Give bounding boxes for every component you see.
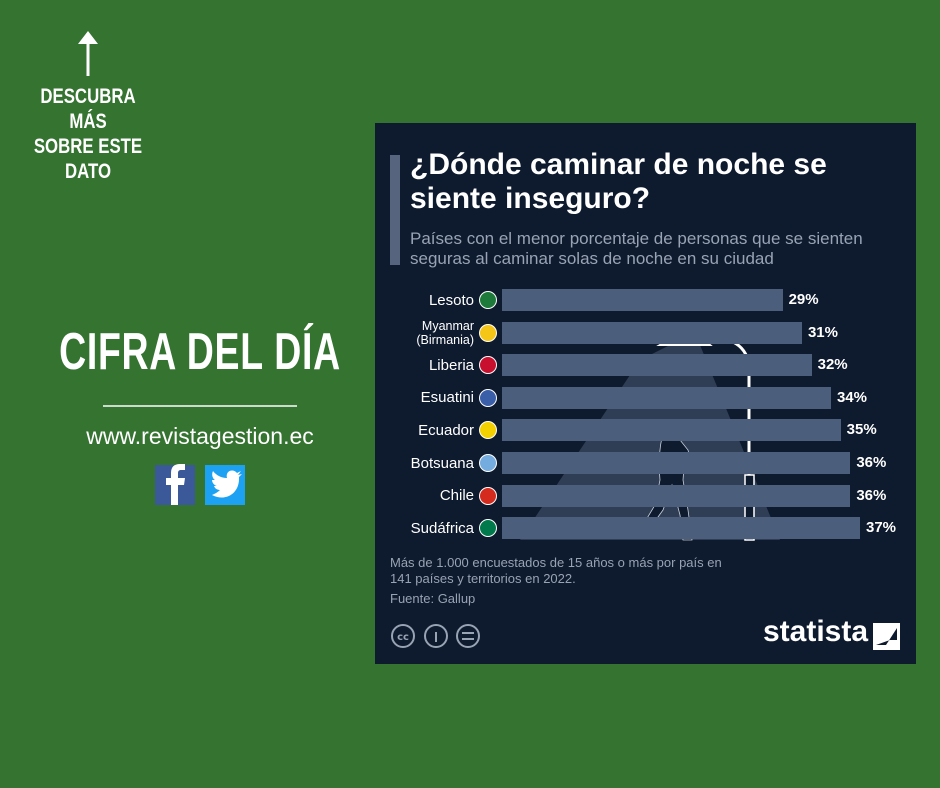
- brand[interactable]: statista: [763, 615, 869, 648]
- note: Más de 1.000 encuestados de 15 años o má…: [390, 555, 722, 586]
- category-label: Ecuador: [418, 421, 474, 439]
- category-label: Esuatini: [420, 389, 474, 407]
- bar: [502, 386, 831, 409]
- value-label: 31%: [807, 323, 838, 341]
- flag: [479, 519, 497, 538]
- chart-subtitle: Países con el menor porcentaje de person…: [410, 229, 863, 268]
- category-label: Sudáfrica: [410, 519, 474, 537]
- bar: [502, 289, 783, 311]
- flag: [479, 454, 497, 472]
- flag: [479, 291, 497, 309]
- category-label: Myanmar (Birmania): [416, 318, 474, 347]
- flag: [479, 323, 497, 342]
- bar: [502, 517, 860, 540]
- cta-line: SOBRE ESTE: [33, 135, 143, 158]
- value-label: 35%: [846, 421, 877, 439]
- cta-line: DATO: [64, 160, 112, 183]
- flag: [479, 486, 497, 505]
- source: Fuente: Gallup: [390, 591, 476, 606]
- category-label: Lesoto: [428, 291, 474, 309]
- chart-title: ¿Dónde caminar de noche se siente insegu…: [410, 148, 827, 215]
- value-label: 36%: [856, 486, 887, 504]
- cta[interactable]: DESCUBRA MÁS SOBRE ESTE DATO: [8, 84, 168, 184]
- value-label: 34%: [836, 388, 867, 406]
- flag: [479, 388, 497, 407]
- category-label: Chile: [439, 487, 474, 505]
- value-label: 36%: [856, 454, 887, 471]
- value-label: 37%: [866, 519, 897, 537]
- cta-line: DESCUBRA MÁS: [40, 85, 136, 133]
- bar: [502, 484, 851, 507]
- headline: CIFRA DEL DÍA: [59, 323, 341, 381]
- svg-text:cc: cc: [397, 632, 409, 643]
- bar: [502, 452, 851, 474]
- url[interactable]: www.revistagestion.ec: [86, 423, 314, 449]
- flag: [479, 421, 497, 440]
- bar: [502, 321, 802, 344]
- category-label: Liberia: [428, 356, 474, 374]
- bar: [502, 354, 812, 377]
- bar: [502, 419, 841, 442]
- value-label: 29%: [788, 291, 819, 308]
- category-label: Botsuana: [410, 454, 474, 472]
- flag: [479, 356, 497, 375]
- value-label: 32%: [817, 356, 848, 374]
